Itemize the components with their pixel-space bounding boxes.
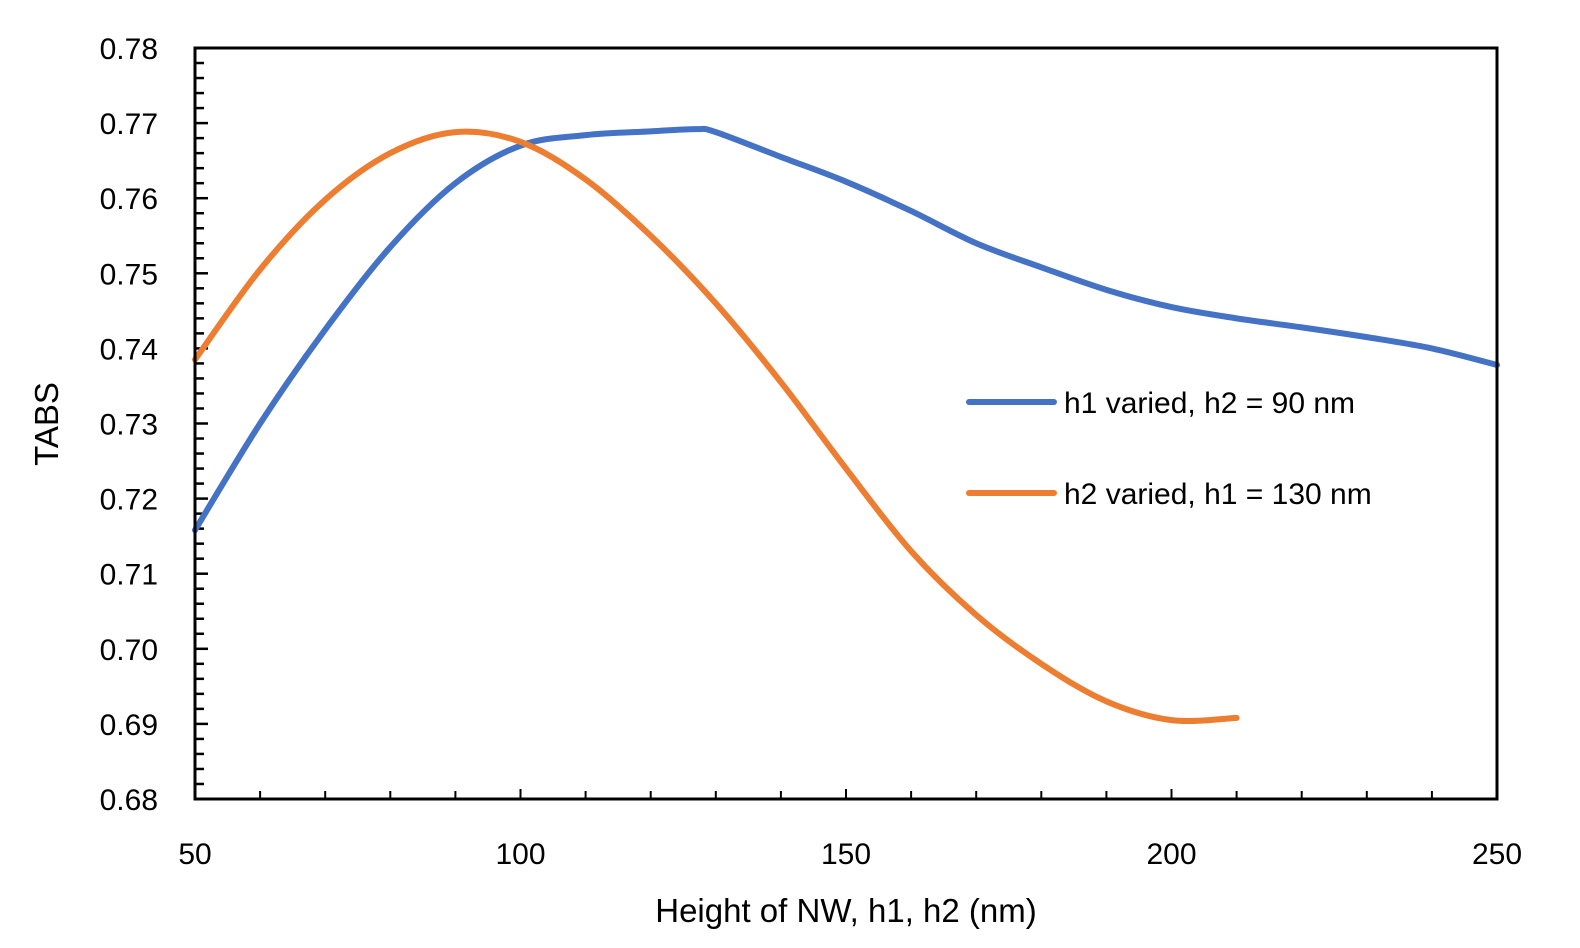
x-tick-label: 100 xyxy=(495,838,545,871)
series-layer xyxy=(192,125,1500,725)
y-axis-ticks xyxy=(195,46,208,801)
y-tick-label: 0.69 xyxy=(100,709,158,742)
legend-label-2: h2 varied, h1 = 130 nm xyxy=(1064,478,1372,511)
x-tick-label: 200 xyxy=(1146,838,1196,871)
y-tick-label: 0.74 xyxy=(100,333,158,366)
x-tick-label: 50 xyxy=(178,838,211,871)
y-tick-label: 0.72 xyxy=(100,484,158,517)
y-tick-label: 0.70 xyxy=(100,634,158,667)
y-axis-title: TABS xyxy=(28,382,65,466)
x-tick-label: 250 xyxy=(1472,838,1522,871)
y-tick-label: 0.75 xyxy=(100,258,158,291)
y-tick-label: 0.68 xyxy=(100,784,158,817)
legend: h1 varied, h2 = 90 nm h2 varied, h1 = 130… xyxy=(966,387,1372,511)
y-tick-label: 0.76 xyxy=(100,183,158,216)
legend-label-1: h1 varied, h2 = 90 nm xyxy=(1064,387,1355,420)
y-tick-label: 0.77 xyxy=(100,108,158,141)
y-tick-label: 0.78 xyxy=(100,33,158,66)
x-axis-tick-labels: 50 100 150 200 250 xyxy=(178,838,1522,871)
y-tick-label: 0.73 xyxy=(100,409,158,442)
series-line-1 xyxy=(192,125,1500,534)
x-axis-title: Height of NW, h1, h2 (nm) xyxy=(655,892,1036,929)
y-axis-tick-labels: 0.68 0.69 0.70 0.71 0.72 0.73 0.74 0.75 0.76 0.77… xyxy=(100,33,158,817)
x-tick-label: 150 xyxy=(821,838,871,871)
y-tick-label: 0.71 xyxy=(100,559,158,592)
series-line-2 xyxy=(192,128,1240,725)
plot-area-frame xyxy=(193,46,1499,801)
